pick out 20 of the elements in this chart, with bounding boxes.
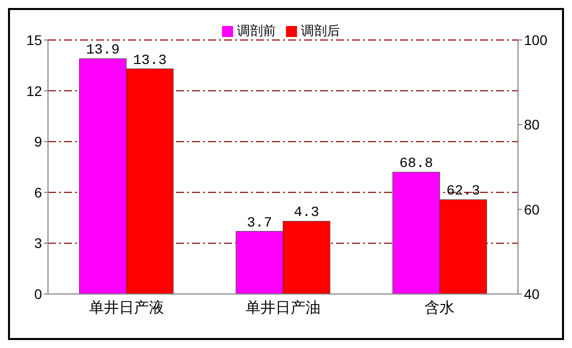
data-label: 13.3 <box>133 52 167 69</box>
legend-label: 调剖前 <box>237 23 276 38</box>
y2-tick-label: 100 <box>524 32 548 48</box>
y-tick-label: 6 <box>34 184 42 200</box>
y-tick-label: 3 <box>34 235 42 252</box>
y-tick-label: 9 <box>34 134 42 150</box>
data-label: 13.9 <box>86 42 120 59</box>
x-tick-label: 单井日产油 <box>246 300 320 317</box>
data-label: 4.3 <box>294 205 320 222</box>
data-label: 3.7 <box>246 215 272 232</box>
x-tick-label: 单井日产液 <box>88 300 164 317</box>
y-tick-label: 0 <box>34 286 42 302</box>
y-tick-label: 15 <box>26 32 42 48</box>
x-tick-label: 含水 <box>424 300 455 317</box>
y2-tick-label: 40 <box>524 286 540 302</box>
y2-tick-label: 60 <box>524 201 540 218</box>
y2-tick-label: 80 <box>524 116 540 133</box>
y-tick-label: 12 <box>26 82 42 99</box>
legend-label: 调剖后 <box>301 23 340 38</box>
data-label: 68.8 <box>399 156 433 172</box>
